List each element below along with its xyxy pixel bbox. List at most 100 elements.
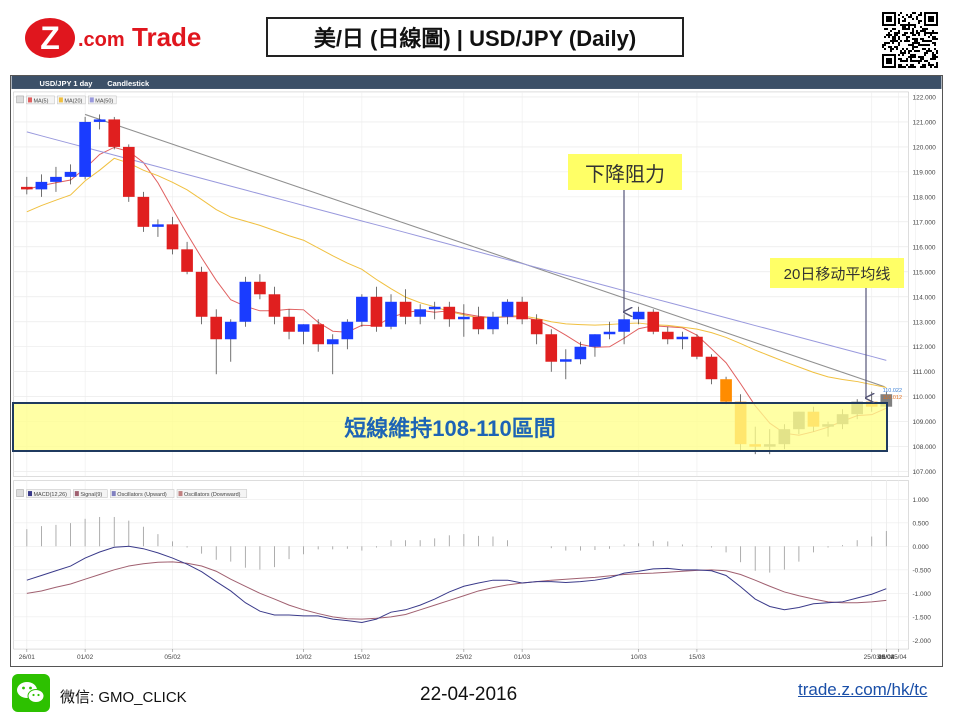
wechat-id: 微信: GMO_CLICK: [60, 689, 187, 706]
price-tick-label: 108.000: [913, 444, 937, 451]
candle-body: [108, 119, 121, 147]
candle-body: [64, 171, 77, 177]
ma20-callout-label: 20日移动平均线: [783, 265, 891, 283]
x-tick-label: 15/03: [689, 654, 706, 661]
x-tick-label: 25/03: [864, 654, 881, 661]
resistance-callout-label: 下降阻力: [585, 163, 665, 186]
candle-body: [618, 319, 630, 332]
price-tick-label: 119.000: [913, 169, 936, 176]
candle-body: [516, 301, 528, 320]
macd-legend-item: Oscillators (Downward): [184, 492, 241, 498]
wechat-icon: [12, 674, 50, 712]
website-link[interactable]: trade.z.com/hk/tc: [798, 680, 928, 699]
qr-code-icon: [882, 12, 938, 68]
x-tick-label: 15/04: [878, 654, 895, 661]
macd-tick-label: -1.500: [913, 614, 932, 621]
candle-body: [414, 309, 426, 317]
candle-body: [137, 196, 150, 227]
candle-body: [50, 176, 62, 182]
price-tick-label: 110.000: [913, 394, 936, 401]
macd-legend-item: Signal(9): [80, 492, 102, 498]
candle-body: [647, 311, 660, 332]
signal-line: [26, 561, 887, 620]
price-tick-label: 109.000: [913, 419, 937, 426]
toolbar-interval: 1 day: [73, 79, 93, 88]
candle-body: [501, 301, 514, 317]
x-tick-label: 05/04: [878, 654, 895, 661]
candle-body: [326, 339, 339, 345]
candle-body: [356, 296, 368, 322]
candle-body: [166, 224, 179, 250]
candle-body: [21, 186, 33, 190]
candle-body: [472, 316, 485, 330]
candle-body: [181, 249, 193, 272]
candle-body: [880, 394, 893, 407]
candle-body: [224, 321, 237, 340]
candle-body: [254, 281, 266, 295]
price-tick-label: 107.000: [913, 469, 937, 476]
candle-body: [705, 356, 718, 380]
macd-tick-label: 0.500: [913, 520, 930, 527]
price-tick-label: 117.000: [913, 219, 936, 226]
candle-body: [312, 324, 325, 345]
ma50-line: [26, 131, 887, 361]
candle-body: [385, 301, 397, 327]
candle-body: [530, 319, 543, 335]
candle-body: [632, 311, 645, 320]
last-price-label: 110.012: [883, 395, 902, 401]
zcom-trade-logo: Z .com Trade: [25, 18, 201, 58]
price-tick-label: 116.000: [913, 244, 936, 251]
report-date: 22-04-2016: [420, 684, 518, 705]
candle-body: [341, 321, 354, 340]
price-tick-label: 121.000: [913, 119, 937, 126]
range-annotation: 短線維持108-110區間: [12, 402, 888, 452]
candle-body: [603, 331, 616, 335]
candle-body: [195, 271, 208, 317]
macd-legend-item: Oscillators (Upward): [117, 492, 167, 498]
svg-text:Z: Z: [40, 20, 60, 56]
price-legend-item: MA(20): [64, 98, 82, 104]
candle-body: [545, 334, 558, 362]
x-tick-label: 05/02: [164, 654, 181, 661]
price-legend: MA(5) MA(20) MA(50): [16, 95, 117, 104]
candle-body: [661, 331, 674, 340]
candle-body: [458, 316, 470, 320]
price-tick-label: 111.000: [913, 369, 936, 376]
x-tick-label: 25/04: [890, 654, 907, 661]
last-price-label: 110.022: [883, 388, 902, 394]
macd-line: [26, 545, 887, 624]
candle-body: [152, 224, 164, 227]
macd-tick-label: -1.000: [913, 591, 932, 598]
candle-body: [443, 306, 456, 320]
candlestick-chart: USD/JPY 1 day Candlestick 110.022110.012…: [10, 75, 943, 667]
macd-tick-label: -0.500: [913, 567, 932, 574]
candle-body: [79, 121, 91, 177]
price-tick-label: 120.000: [913, 144, 937, 151]
macd-tick-label: -2.000: [913, 638, 932, 645]
x-tick-label: 26/01: [19, 654, 36, 661]
candle-body: [370, 296, 383, 327]
ma20-line: [26, 157, 887, 389]
candle-body: [399, 301, 412, 317]
price-tick-label: 115.000: [913, 269, 936, 276]
candle-body: [93, 119, 106, 122]
x-tick-label: 15/02: [354, 654, 371, 661]
macd-tick-label: 1.000: [913, 497, 930, 504]
macd-legend: MACD(12,26) Signal(9) Oscillators (Upward)…: [16, 489, 248, 498]
toolbar-style: Candlestick: [107, 79, 150, 88]
x-tick-label: 20/04: [878, 654, 895, 661]
x-tick-label: 10/02: [296, 654, 313, 661]
macd-legend-item: MACD(12,26): [34, 492, 68, 498]
candle-body: [676, 336, 689, 340]
x-tick-label: 01/02: [77, 654, 94, 661]
candle-body: [428, 306, 441, 310]
price-tick-label: 118.000: [913, 194, 936, 201]
range-annotation-label: 短線維持108-110區間: [344, 416, 556, 441]
price-tick-label: 114.000: [913, 294, 936, 301]
candle-body: [239, 281, 252, 322]
candle-body: [122, 146, 135, 197]
x-tick-label: 01/03: [514, 654, 531, 661]
x-tick-label: 25/02: [456, 654, 473, 661]
resistance-callout: 下降阻力: [568, 154, 682, 190]
